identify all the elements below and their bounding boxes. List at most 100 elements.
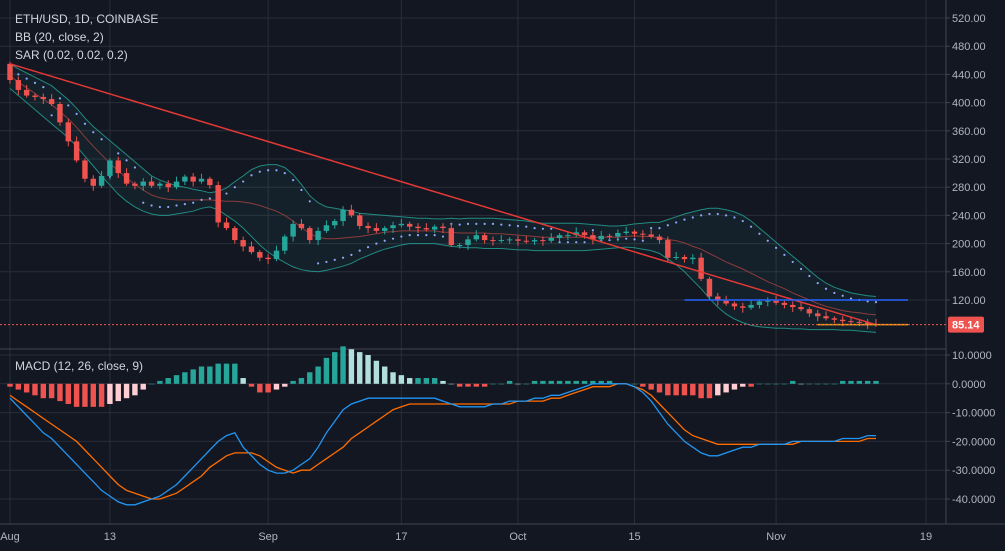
- sar-dot: [150, 204, 153, 207]
- price-axis[interactable]: 520.00 480.00 440.00 400.00 360.00 320.00 280.…: [946, 13, 986, 307]
- downtrend-line[interactable]: [9, 63, 877, 326]
- macd-tick-label: -40.0000: [952, 494, 995, 506]
- sar-dot: [508, 224, 511, 227]
- macd-histogram-bar: [848, 380, 854, 384]
- candle: [440, 223, 446, 234]
- candle-body: [456, 245, 463, 247]
- bb-legend[interactable]: BB (20, close, 2): [15, 30, 104, 44]
- candle-body: [23, 89, 30, 96]
- macd-histogram-bar: [82, 383, 88, 407]
- candle-body: [781, 302, 788, 305]
- sar-legend[interactable]: SAR (0.02, 0.02, 0.2): [15, 48, 128, 62]
- macd-histogram-bar: [448, 383, 455, 385]
- candle-body: [48, 99, 55, 105]
- candle-body: [706, 278, 713, 297]
- macd-axis[interactable]: 10.0000 0.0000 -10.0000 -20.0000 -30.0000 -40…: [946, 350, 995, 506]
- sar-dot: [250, 174, 253, 177]
- candle-body: [823, 316, 829, 319]
- candle-body: [40, 96, 47, 100]
- candle-body: [148, 181, 155, 186]
- macd-histogram-bar: [198, 366, 205, 384]
- sar-dot: [774, 246, 778, 249]
- sar-dot: [183, 203, 186, 206]
- macd-histogram-bar: [723, 383, 729, 393]
- sar-dot: [466, 222, 470, 225]
- macd-tick-label: -10.0000: [952, 408, 995, 420]
- candle: [190, 173, 196, 187]
- candle-body: [523, 240, 529, 242]
- price-tick-label: 200.00: [952, 239, 986, 251]
- sar-dot: [25, 77, 28, 80]
- candle-body: [831, 318, 838, 320]
- candle-body: [223, 222, 230, 229]
- macd-histogram-bar: [307, 372, 313, 384]
- sar-dot: [641, 239, 644, 242]
- macd-histogram-bar: [406, 378, 413, 384]
- macd-histogram-bar: [157, 380, 163, 384]
- macd-histogram-bar: [631, 383, 638, 385]
- macd-histogram-bar: [23, 383, 30, 393]
- time-axis[interactable]: Aug13Sep17Oct15Nov19Dec17: [0, 531, 1005, 543]
- candle: [240, 236, 246, 252]
- candle-body: [481, 235, 488, 241]
- candle: [490, 236, 496, 246]
- candle-body: [431, 226, 438, 230]
- macd-histogram-bar: [765, 383, 771, 385]
- candle: [123, 168, 130, 186]
- candle-body: [598, 235, 604, 240]
- price-tick-label: 360.00: [952, 126, 986, 138]
- macd-histogram-bar: [107, 383, 113, 404]
- sar-dot: [866, 300, 869, 303]
- macd-histogram-bar: [132, 383, 138, 396]
- candle-body: [415, 226, 421, 229]
- macd-histogram-bar: [565, 380, 571, 384]
- sar-dot: [500, 223, 503, 226]
- macd-histogram-bar: [182, 372, 188, 384]
- sar-dot: [316, 262, 320, 265]
- macd-histogram-bar: [323, 357, 330, 384]
- macd-histogram-bar: [873, 380, 879, 384]
- sar-dot: [691, 216, 694, 219]
- candle: [365, 222, 371, 234]
- sar-dot: [533, 226, 536, 230]
- symbol-legend[interactable]: ETH/USD, 1D, COINBASE: [15, 12, 158, 26]
- candle-body: [323, 225, 330, 231]
- candle: [623, 226, 629, 236]
- macd-histogram-bar: [740, 383, 746, 387]
- macd-indicator: [7, 346, 879, 506]
- candle: [73, 136, 80, 163]
- candle-body: [856, 321, 863, 323]
- bb-upper-line: [9, 63, 877, 297]
- sar-dot: [808, 274, 811, 278]
- macd-legend[interactable]: MACD (12, 26, close, 9): [15, 359, 143, 373]
- candle: [598, 230, 604, 242]
- macd-histogram-bar: [348, 349, 355, 384]
- candle-body: [73, 141, 80, 161]
- macd-histogram-bar: [332, 352, 338, 384]
- candle: [640, 230, 646, 240]
- candle-body: [282, 236, 288, 251]
- sar-dot: [708, 212, 711, 216]
- sar-dot: [475, 222, 478, 225]
- candle-body: [806, 309, 813, 314]
- sar-dot: [425, 234, 428, 237]
- sar-dot: [416, 234, 420, 237]
- candle-body: [531, 240, 538, 242]
- candle: [57, 101, 63, 126]
- sar-dot: [458, 223, 461, 226]
- macd-histogram-bar: [340, 346, 346, 384]
- candle-body: [665, 240, 671, 258]
- sar-dot: [42, 85, 45, 89]
- price-tick-label: 480.00: [952, 41, 986, 53]
- candle-body: [406, 223, 413, 227]
- time-tick-label: Aug: [0, 531, 20, 543]
- candle: [323, 220, 330, 234]
- candle: [790, 301, 796, 312]
- candle: [406, 221, 413, 231]
- candle-body: [57, 104, 63, 123]
- macd-histogram-bar: [640, 383, 646, 387]
- candle-body: [140, 181, 146, 186]
- macd-histogram-bar: [581, 380, 588, 384]
- sar-dot: [433, 234, 436, 237]
